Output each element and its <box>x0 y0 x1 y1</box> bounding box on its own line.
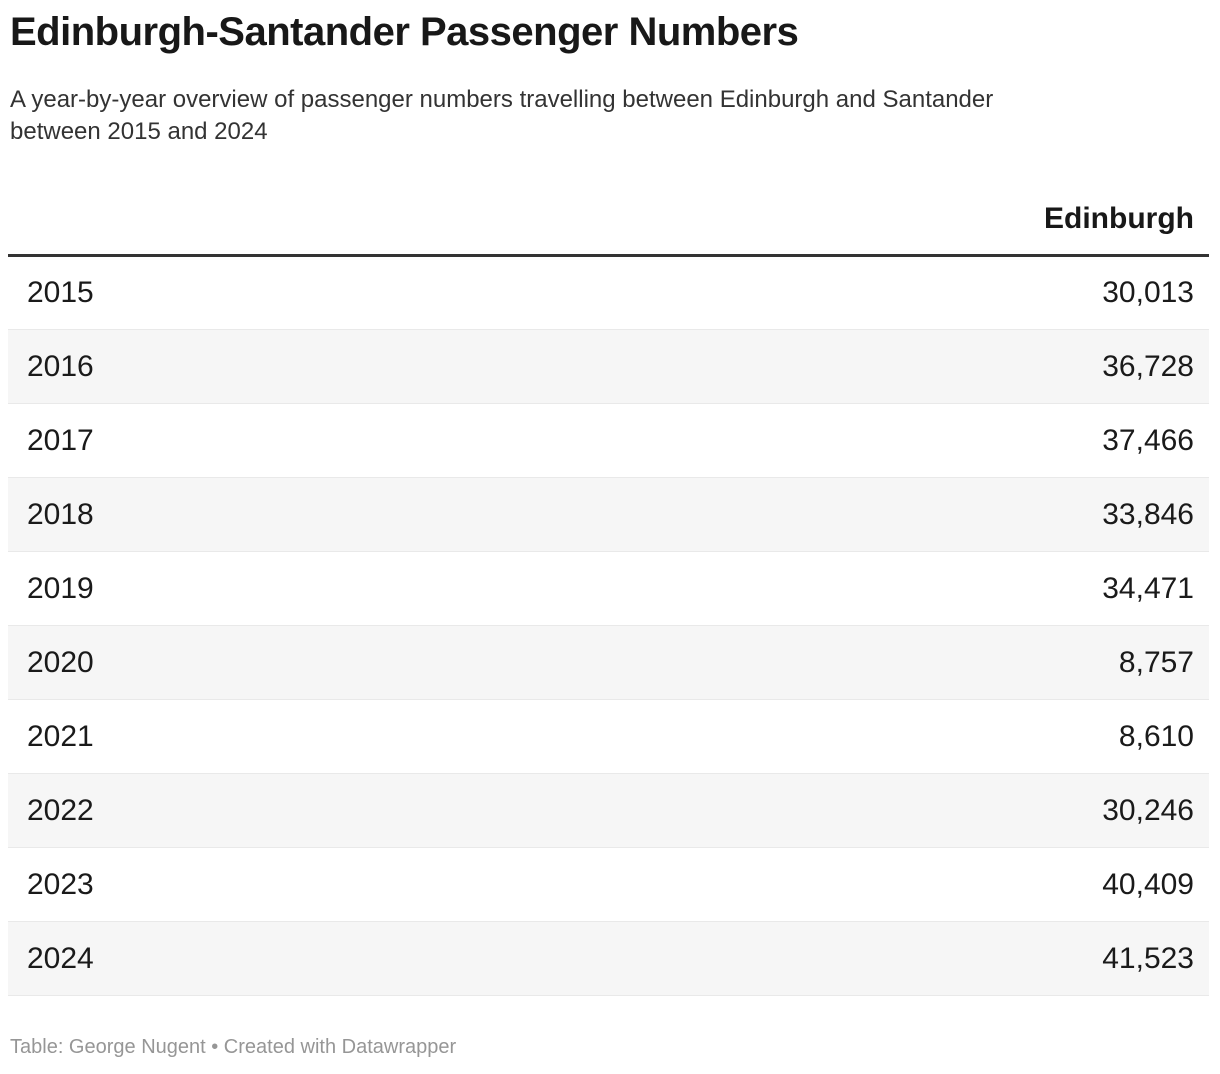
table-row: 2021 8,610 <box>8 700 1209 774</box>
year-cell: 2019 <box>27 571 94 605</box>
year-cell: 2016 <box>8 329 609 404</box>
table-row: 2017 37,466 <box>8 404 1209 478</box>
value-cell: 34,471 <box>1102 571 1194 605</box>
table-row: 2023 40,409 <box>8 848 1209 922</box>
datawrapper-table-chart: Edinburgh-Santander Passenger Numbers A … <box>0 8 1220 1074</box>
table-row: 2022 30,246 <box>8 773 1209 848</box>
edinburgh-column-header: Edinburgh <box>608 188 1209 257</box>
year-column-header <box>8 188 609 257</box>
value-cell: 30,013 <box>1102 276 1194 309</box>
value-cell: 36,728 <box>608 329 1209 404</box>
year-cell: 2022 <box>8 773 609 848</box>
table-row: 2024 41,523 <box>8 921 1209 996</box>
value-cell: 41,523 <box>608 921 1209 996</box>
value-cell: 8,757 <box>608 625 1209 700</box>
table-row: 2020 8,757 <box>8 625 1209 700</box>
passenger-numbers-table: Edinburgh 2015 30,013 2016 36,728 2017 3… <box>8 188 1209 996</box>
table-body: 2015 30,013 2016 36,728 2017 37,466 2018… <box>8 256 1209 996</box>
attribution-footer: Table: George Nugent • Created with Data… <box>10 1036 457 1058</box>
table-row: 2019 34,471 <box>8 552 1209 626</box>
value-cell: 37,466 <box>1102 423 1194 457</box>
table-row: 2018 33,846 <box>8 477 1209 552</box>
value-cell: 8,610 <box>1118 719 1194 753</box>
chart-subtitle: A year-by-year overview of passenger num… <box>10 86 994 145</box>
table-header: Edinburgh <box>8 188 1209 257</box>
year-cell: 2015 <box>27 276 94 309</box>
year-cell: 2017 <box>27 423 94 457</box>
value-cell: 30,246 <box>608 773 1209 848</box>
value-cell: 33,846 <box>608 477 1209 552</box>
year-cell: 2021 <box>27 719 94 753</box>
year-cell: 2018 <box>8 477 609 552</box>
year-cell: 2020 <box>8 625 609 700</box>
year-cell: 2023 <box>27 867 94 901</box>
chart-title: Edinburgh-Santander Passenger Numbers <box>10 10 799 54</box>
table-header-row: Edinburgh <box>8 188 1209 257</box>
table-row: 2015 30,013 <box>8 256 1209 330</box>
year-cell: 2024 <box>8 921 609 996</box>
value-cell: 40,409 <box>1102 867 1194 901</box>
table-row: 2016 36,728 <box>8 329 1209 404</box>
